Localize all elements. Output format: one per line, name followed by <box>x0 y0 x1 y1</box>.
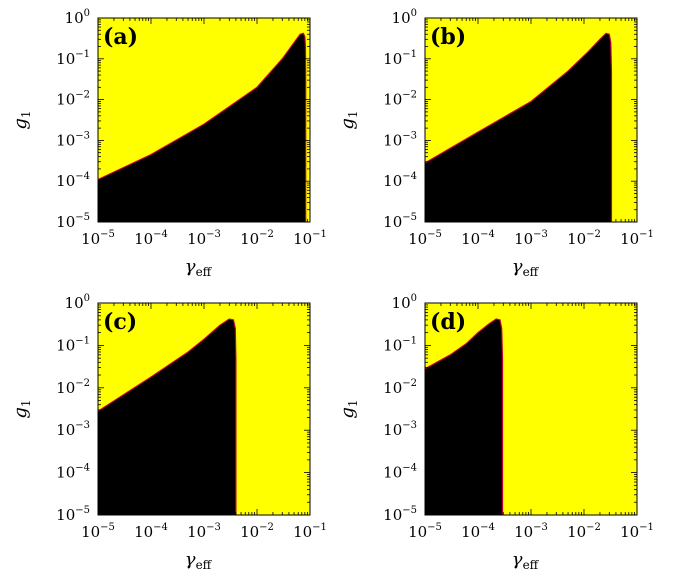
x-tick-label: 10−4 <box>134 229 168 248</box>
y-tick-label: 100 <box>392 293 417 312</box>
x-tick-label: 10−1 <box>293 522 327 541</box>
y-tick-label: 100 <box>65 8 90 27</box>
tick-marks <box>424 17 638 223</box>
x-tick-label: 10−1 <box>620 229 654 248</box>
y-tick-label: 10−5 <box>56 505 90 524</box>
y-axis-label: g1 <box>337 110 360 129</box>
tick-marks <box>97 17 311 223</box>
x-axis-label: γeff <box>185 256 213 279</box>
panel-label: (b) <box>430 24 466 50</box>
y-tick-label: 10−1 <box>56 49 90 68</box>
tick-marks <box>97 302 311 516</box>
x-tick-label: 10−2 <box>240 522 274 541</box>
y-axis-label: g1 <box>10 110 33 129</box>
x-tick-label: 10−4 <box>461 522 495 541</box>
x-tick-label: 10−5 <box>408 522 442 541</box>
x-axis-label: γeff <box>512 549 540 572</box>
y-tick-label: 10−3 <box>383 130 417 149</box>
region-area <box>425 33 612 222</box>
x-tick-label: 10−5 <box>81 229 115 248</box>
y-tick-label: 10−2 <box>383 378 417 397</box>
region-boundary-line <box>425 318 504 515</box>
region-boundary-line <box>98 318 237 515</box>
y-tick-label: 100 <box>65 293 90 312</box>
y-axis-label: g1 <box>10 399 33 418</box>
region-boundary-line <box>425 32 613 222</box>
x-tick-label: 10−2 <box>567 229 601 248</box>
y-tick-label: 10−3 <box>383 420 417 439</box>
x-tick-label: 10−4 <box>461 229 495 248</box>
y-tick-label: 10−4 <box>383 463 417 482</box>
x-axis-label: γeff <box>512 256 540 279</box>
y-axis-label: g1 <box>337 399 360 418</box>
x-tick-label: 10−3 <box>514 522 548 541</box>
x-tick-label: 10−2 <box>567 522 601 541</box>
x-tick-label: 10−3 <box>514 229 548 248</box>
y-tick-label: 10−4 <box>56 171 90 190</box>
panel-a: 10−5 10−4 10−3 10−2 10−1 10−5 10−4 10−3 10−2 10−1… <box>10 8 327 279</box>
x-tick-label: 10−3 <box>187 229 221 248</box>
region-boundary-line <box>98 32 307 222</box>
y-tick-label: 10−5 <box>56 212 90 231</box>
region-area <box>425 318 503 515</box>
panel-b: 10−5 10−4 10−3 10−2 10−1 10−5 10−4 10−3 10−2 10−1… <box>337 8 654 279</box>
x-tick-label: 10−4 <box>134 522 168 541</box>
panel-c: 10−5 10−4 10−3 10−2 10−1 10−5 10−4 10−3 10−2 10−1… <box>10 293 327 572</box>
y-tick-label: 10−5 <box>383 212 417 231</box>
y-tick-label: 10−1 <box>383 49 417 68</box>
y-tick-label: 10−4 <box>383 171 417 190</box>
region-area <box>98 33 306 222</box>
y-tick-label: 10−1 <box>56 335 90 354</box>
y-tick-label: 10−2 <box>56 90 90 109</box>
x-tick-label: 10−3 <box>187 522 221 541</box>
tick-marks <box>424 302 638 516</box>
y-tick-label: 100 <box>392 8 417 27</box>
panel-label: (a) <box>103 24 138 50</box>
x-tick-label: 10−1 <box>620 522 654 541</box>
panel-d: 10−5 10−4 10−3 10−2 10−1 10−5 10−4 10−3 10−2 10−1… <box>337 293 654 572</box>
panel-label: (d) <box>430 309 466 335</box>
x-tick-label: 10−1 <box>293 229 327 248</box>
y-tick-label: 10−3 <box>56 130 90 149</box>
y-tick-label: 10−3 <box>56 420 90 439</box>
x-tick-label: 10−5 <box>408 229 442 248</box>
region-area <box>98 318 236 515</box>
x-tick-label: 10−5 <box>81 522 115 541</box>
y-tick-label: 10−2 <box>56 378 90 397</box>
y-tick-label: 10−5 <box>383 505 417 524</box>
y-tick-label: 10−2 <box>383 90 417 109</box>
y-tick-label: 10−4 <box>56 463 90 482</box>
x-tick-label: 10−2 <box>240 229 274 248</box>
y-tick-label: 10−1 <box>383 335 417 354</box>
panel-label: (c) <box>103 309 137 335</box>
x-axis-label: γeff <box>185 549 213 572</box>
